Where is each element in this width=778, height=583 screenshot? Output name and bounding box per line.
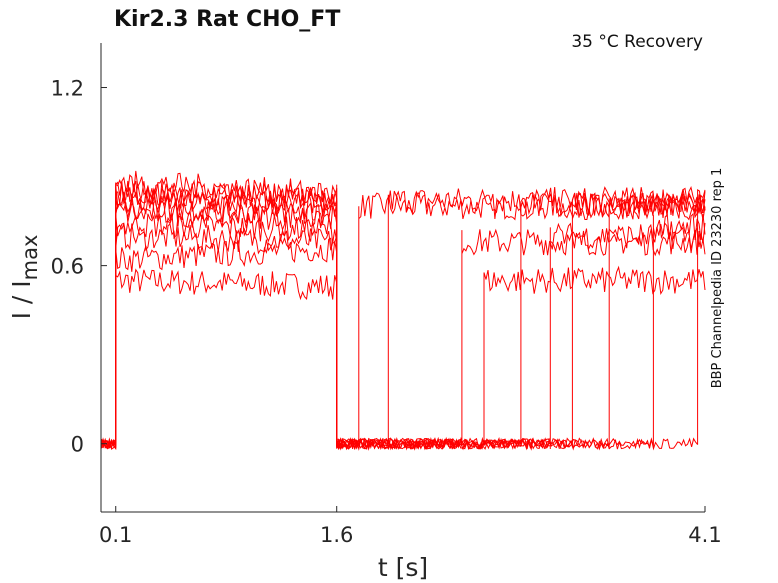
y-tick-label: 1.2 bbox=[51, 77, 84, 101]
trace-line-2 bbox=[100, 186, 706, 450]
y-axis-label-main: I / I bbox=[7, 280, 36, 319]
y-axis-label-subscript: max bbox=[18, 235, 42, 281]
trace-line-7 bbox=[100, 179, 706, 451]
side-id-label: BBP Channelpedia ID 23230 rep 1 bbox=[710, 168, 725, 389]
chart-title: Kir2.3 Rat CHO_FT bbox=[114, 7, 340, 32]
condition-annotation: 35 °C Recovery bbox=[571, 32, 703, 52]
y-tick-label: 0 bbox=[71, 433, 84, 457]
x-tick-label: 4.1 bbox=[688, 523, 721, 547]
x-ticks: 0.1 1.6 4.1 bbox=[99, 506, 722, 547]
traces bbox=[100, 170, 706, 451]
y-ticks: 0 0.6 1.2 bbox=[51, 77, 107, 457]
trace-line-10 bbox=[100, 181, 706, 451]
x-tick-label: 0.1 bbox=[99, 523, 132, 547]
y-tick-label: 0.6 bbox=[51, 255, 84, 279]
y-axis-label: I / Imax bbox=[7, 235, 42, 320]
trace-line-8 bbox=[100, 170, 706, 451]
x-axis-label: t [s] bbox=[378, 553, 428, 582]
x-tick-label: 1.6 bbox=[320, 523, 353, 547]
